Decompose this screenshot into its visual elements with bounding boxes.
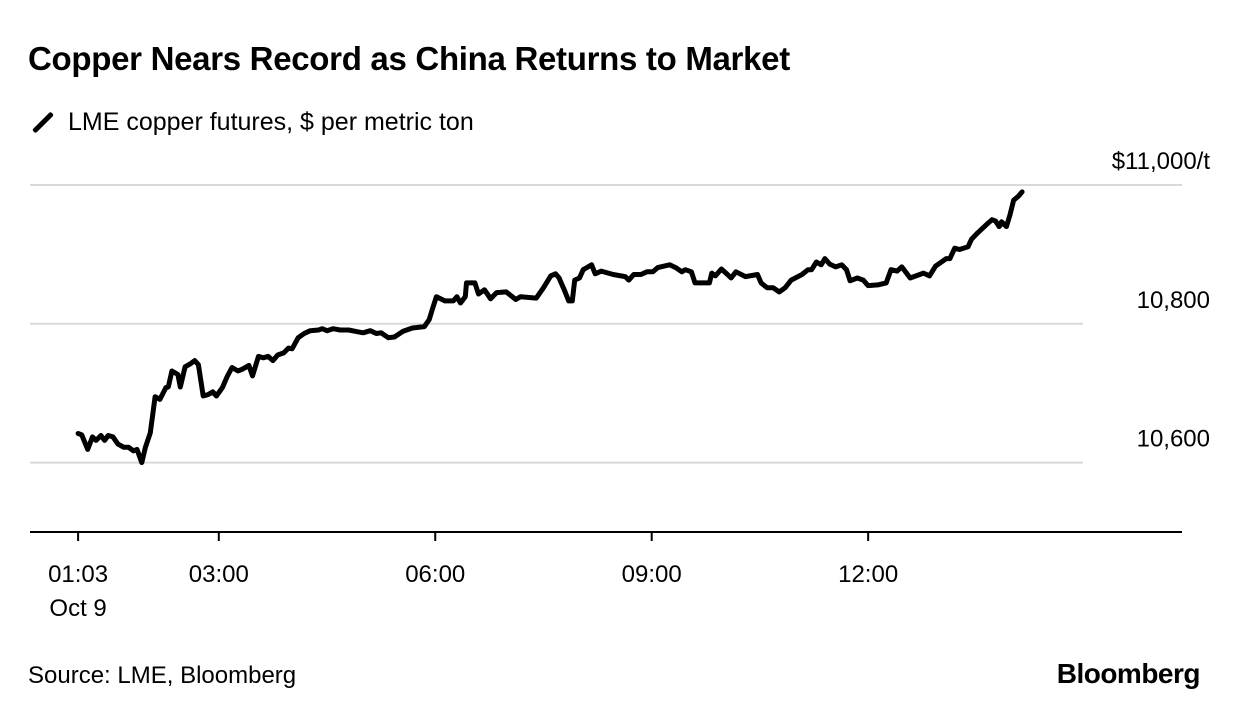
x-tick-label: 06:00: [405, 561, 465, 588]
x-tick-label: 09:00: [622, 561, 682, 588]
bloomberg-logo: Bloomberg: [1056, 658, 1201, 689]
x-axis: 01:03 Oct 9 03:00 06:00 09:00 12:00: [30, 531, 1182, 622]
legend: LME copper futures, $ per metric ton: [30, 108, 474, 137]
y-tick-label: 10,800: [1137, 287, 1210, 314]
y-tick-label: $11,000/t: [1112, 148, 1211, 175]
gridlines: [30, 184, 1182, 464]
series-line-copper: [75, 189, 1025, 466]
x-tick-label: 03:00: [189, 561, 249, 588]
series-lines: [75, 189, 1025, 466]
x-tick-sublabel: Oct 9: [49, 595, 106, 622]
x-tick-label: 12:00: [838, 561, 898, 588]
y-tick-label: 10,600: [1137, 426, 1210, 453]
legend-label: LME copper futures, $ per metric ton: [68, 108, 474, 136]
y-axis-ticks: 10,600 10,800 $11,000/t: [1112, 148, 1211, 453]
x-tick-label: 01:03: [48, 561, 108, 588]
chart-title: Copper Nears Record as China Returns to …: [28, 40, 790, 77]
source-note: Source: LME, Bloomberg: [28, 662, 297, 689]
